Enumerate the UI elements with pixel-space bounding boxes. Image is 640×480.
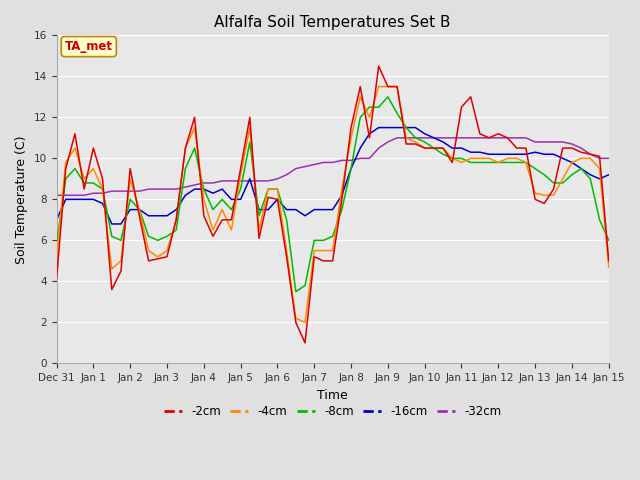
Title: Alfalfa Soil Temperatures Set B: Alfalfa Soil Temperatures Set B <box>214 15 451 30</box>
Y-axis label: Soil Temperature (C): Soil Temperature (C) <box>15 135 28 264</box>
Legend: -2cm, -4cm, -8cm, -16cm, -32cm: -2cm, -4cm, -8cm, -16cm, -32cm <box>159 401 506 423</box>
Text: TA_met: TA_met <box>65 40 113 53</box>
X-axis label: Time: Time <box>317 389 348 402</box>
